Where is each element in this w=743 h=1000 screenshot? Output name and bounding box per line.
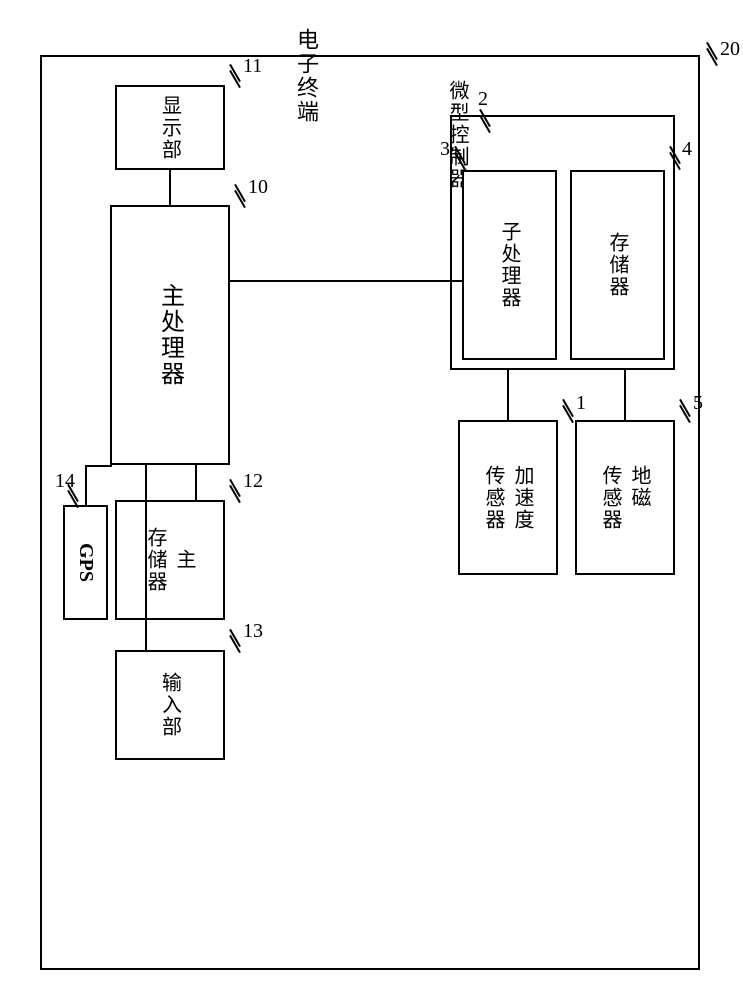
ref-label-10: 10 (248, 176, 268, 199)
main-memory-box: 主 存储器 (115, 500, 225, 620)
edge-mainproc-gps-h (85, 465, 112, 467)
ref-label-11: 11 (243, 55, 262, 78)
gps-label: GPS (74, 543, 97, 582)
memory-label: 存储器 (603, 232, 632, 298)
display-box: 显示部 (115, 85, 225, 170)
geomag-sensor-box: 地磁 传感器 (575, 420, 675, 575)
edge-micro-geomag (624, 370, 626, 420)
accel-sensor-box: 加速度 传感器 (458, 420, 558, 575)
edge-mainproc-input (145, 465, 147, 650)
ref-label-1: 1 (576, 392, 586, 415)
ref-label-14: 14 (55, 470, 75, 493)
sub-processor-box: 子处理器 (462, 170, 557, 360)
input-box: 输入部 (115, 650, 225, 760)
ref-label-12: 12 (243, 470, 263, 493)
sub-processor-label: 子处理器 (495, 221, 524, 309)
edge-display-mainproc (169, 170, 171, 205)
edge-mainproc-gps-stub (110, 465, 112, 467)
gps-box: GPS (63, 505, 108, 620)
edge-mainproc-mainmemory (195, 465, 197, 500)
geomag-sensor-label: 地磁 传感器 (596, 465, 654, 531)
ref-label-13: 13 (243, 620, 263, 643)
ref-label-20: 20 (720, 38, 740, 61)
main-memory-label: 主 存储器 (141, 527, 199, 593)
accel-sensor-label: 加速度 传感器 (479, 465, 537, 531)
diagram-canvas: 电子终端 20 微型控制器 2 子处理器 3 存储器 4 加速度 传感器 1 地… (0, 0, 743, 1000)
ref-label-4: 4 (682, 138, 692, 161)
edge-mainproc-gps (85, 465, 87, 505)
display-label: 显示部 (156, 95, 185, 161)
input-label: 输入部 (156, 672, 185, 738)
main-processor-box: 主处理器 (110, 205, 230, 465)
main-processor-label: 主处理器 (153, 283, 188, 387)
ref-label-3: 3 (440, 138, 450, 161)
ref-label-2: 2 (478, 88, 488, 111)
edge-mainproc-subproc (230, 280, 462, 282)
edge-micro-accel (507, 370, 509, 420)
ref-label-5: 5 (693, 392, 703, 415)
memory-box: 存储器 (570, 170, 665, 360)
